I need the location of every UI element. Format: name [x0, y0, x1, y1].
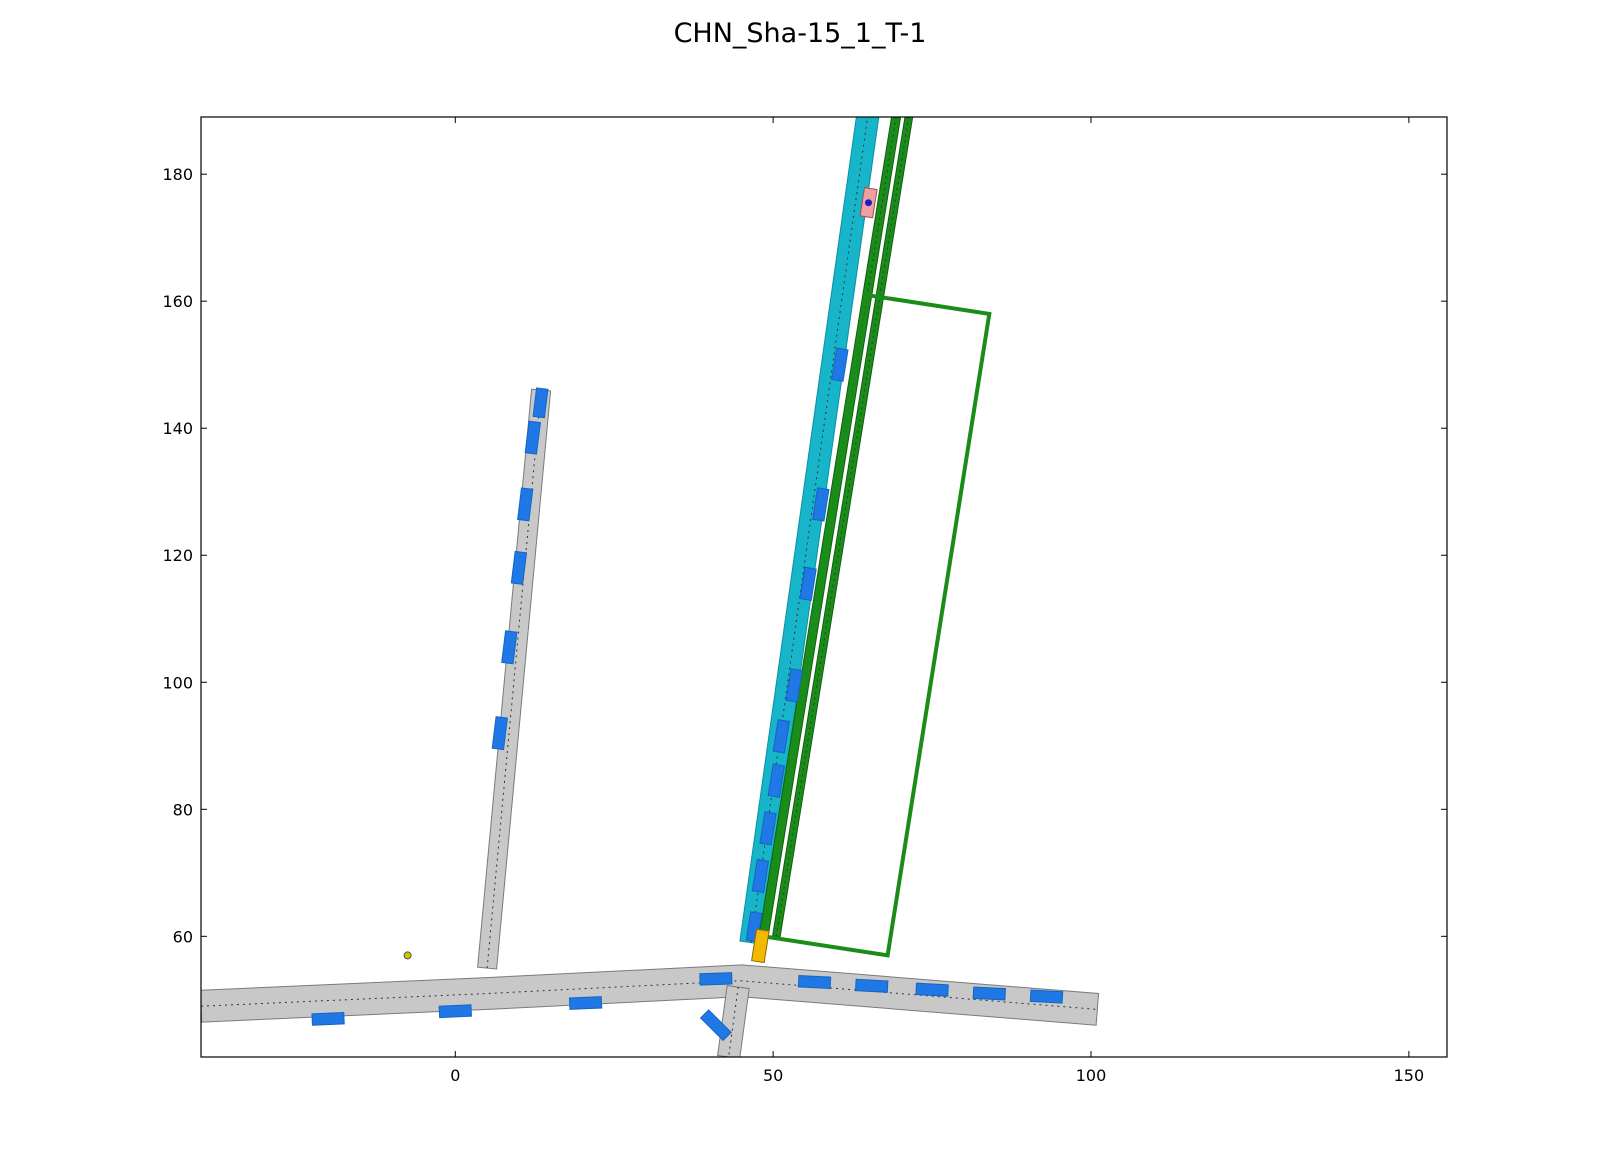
vehicle	[699, 972, 733, 986]
vehicle	[812, 487, 830, 522]
road-1	[477, 388, 552, 970]
vehicle	[797, 974, 832, 990]
axis-ticks: 0 50 100 150 60 80 100 120 140 160 180	[162, 117, 1447, 1085]
vehicle	[767, 763, 785, 798]
x-tick-label: 50	[763, 1066, 783, 1085]
x-tick-label: 0	[450, 1066, 460, 1085]
y-tick-label: 100	[162, 673, 193, 692]
vehicle	[751, 858, 770, 894]
vehicle	[855, 978, 889, 993]
vehicle	[915, 982, 949, 997]
axes-frame	[200, 116, 1448, 1058]
vehicle	[491, 716, 508, 751]
vehicle	[772, 719, 790, 754]
vehicle	[311, 1011, 345, 1026]
vehicle	[501, 630, 518, 665]
x-tick-label: 100	[1076, 1066, 1107, 1085]
vehicle	[759, 811, 777, 846]
vehicle	[699, 1009, 732, 1042]
vehicle	[799, 566, 817, 601]
vehicle	[524, 420, 541, 455]
ego-vehicle-center	[865, 199, 872, 207]
start-marker	[751, 928, 770, 964]
vehicle	[785, 668, 803, 703]
road-1-centerline	[486, 390, 542, 969]
plot-area	[201, 117, 1100, 1057]
ego-lane	[739, 117, 880, 945]
vehicle	[517, 487, 534, 522]
vehicle	[532, 387, 549, 419]
goal-region	[761, 292, 992, 958]
small-point	[403, 951, 412, 960]
vehicle	[831, 347, 849, 382]
vehicle	[972, 986, 1007, 1001]
plot-title: CHN_Sha-15_1_T-1	[673, 18, 927, 49]
y-tick-label: 160	[162, 292, 193, 311]
y-tick-label: 140	[162, 419, 193, 438]
x-tick-label: 150	[1394, 1066, 1425, 1085]
y-tick-label: 60	[173, 927, 193, 946]
ego-lane-centerline	[750, 117, 869, 943]
vehicle	[438, 1004, 472, 1019]
vehicle	[1029, 989, 1064, 1004]
y-tick-label: 120	[162, 546, 193, 565]
vehicle	[568, 996, 603, 1010]
vehicle	[510, 550, 528, 585]
y-tick-label: 180	[162, 165, 193, 184]
goal-lane-1-centerline	[775, 117, 910, 937]
y-tick-label: 80	[173, 800, 193, 819]
